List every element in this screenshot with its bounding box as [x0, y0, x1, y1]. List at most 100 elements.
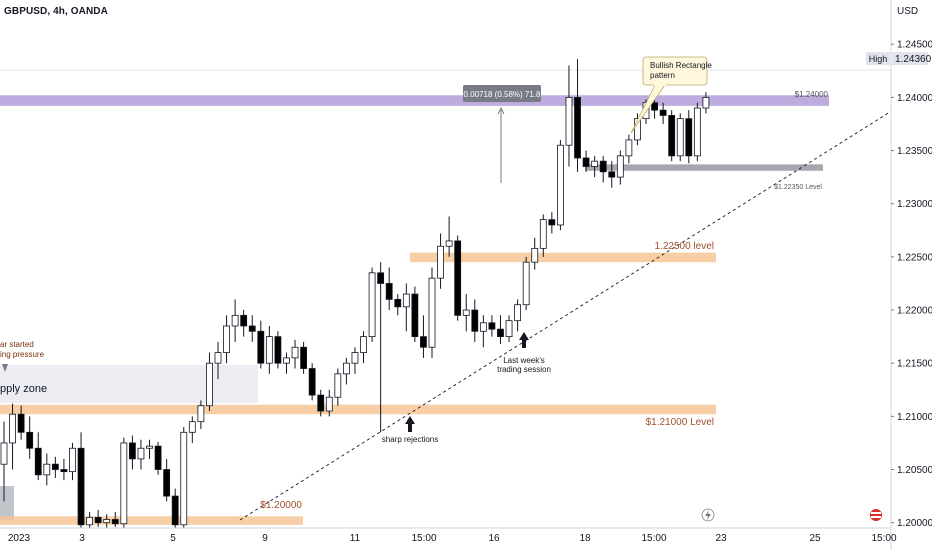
candle[interactable] — [659, 109, 667, 116]
candle[interactable] — [342, 362, 350, 375]
candle[interactable] — [428, 277, 436, 348]
candle[interactable] — [325, 396, 333, 412]
candle[interactable] — [43, 463, 51, 476]
candle[interactable] — [531, 247, 539, 263]
candle[interactable] — [445, 240, 453, 247]
x-tick-label: 11 — [350, 533, 361, 544]
candle[interactable] — [616, 155, 624, 178]
candle[interactable] — [26, 431, 34, 449]
left-grey-block — [0, 486, 14, 520]
candle[interactable] — [488, 322, 496, 330]
currency-label[interactable]: USD — [897, 6, 919, 17]
candle[interactable] — [248, 325, 256, 332]
measure-label: 0.00718 (0.58%) 71.8 — [464, 90, 541, 99]
candle[interactable] — [685, 118, 693, 157]
candle[interactable] — [274, 336, 282, 364]
candle[interactable] — [634, 118, 641, 141]
candle[interactable] — [599, 160, 607, 173]
callout-line2: pattern — [650, 71, 675, 80]
candle[interactable] — [223, 325, 230, 353]
flag-icon[interactable] — [870, 509, 882, 521]
candle[interactable] — [351, 352, 359, 364]
candle[interactable] — [197, 405, 205, 423]
candle[interactable] — [283, 357, 290, 364]
candle[interactable] — [94, 516, 102, 524]
candle[interactable] — [188, 421, 196, 433]
candle[interactable] — [9, 413, 16, 444]
candle[interactable] — [394, 298, 402, 308]
candle[interactable] — [154, 445, 162, 470]
y-tick-label: 1.21000 — [897, 412, 932, 423]
candle[interactable] — [368, 272, 376, 338]
candle[interactable] — [385, 283, 393, 300]
candle[interactable] — [565, 96, 573, 146]
candle[interactable] — [86, 516, 93, 526]
candle[interactable] — [625, 139, 633, 157]
candle[interactable] — [334, 373, 342, 398]
candles-layer[interactable] — [0, 59, 710, 528]
candle[interactable] — [522, 261, 530, 306]
candle[interactable] — [69, 447, 76, 473]
grey-122350-zone — [585, 164, 823, 171]
symbol-title[interactable]: GBPUSD, 4h, OANDA — [4, 6, 108, 17]
candle[interactable] — [171, 495, 179, 526]
candle[interactable] — [317, 394, 325, 412]
candle[interactable] — [17, 413, 25, 433]
candle[interactable] — [693, 107, 701, 157]
candle[interactable] — [411, 293, 419, 338]
zone-label-122350: $1.22350 Level — [774, 184, 822, 191]
candle[interactable] — [608, 171, 616, 178]
candle[interactable] — [137, 447, 145, 460]
high-price-badge[interactable] — [892, 52, 928, 66]
candle[interactable] — [60, 469, 68, 473]
candle[interactable] — [34, 447, 42, 476]
candle[interactable] — [206, 362, 213, 407]
candle[interactable] — [514, 304, 521, 322]
high-badge[interactable] — [866, 52, 890, 66]
candle[interactable] — [300, 346, 308, 369]
candle[interactable] — [497, 328, 504, 338]
candle[interactable] — [668, 115, 676, 157]
candle[interactable] — [651, 102, 658, 111]
candle[interactable] — [257, 330, 265, 364]
candle[interactable] — [180, 431, 188, 526]
candle[interactable] — [591, 160, 599, 167]
candle[interactable] — [557, 144, 564, 226]
candle[interactable] — [471, 309, 479, 332]
candle[interactable] — [702, 96, 710, 109]
candle[interactable] — [454, 240, 462, 316]
candle[interactable] — [291, 346, 299, 359]
candle[interactable] — [0, 442, 8, 465]
candle[interactable] — [163, 469, 171, 497]
candle[interactable] — [505, 320, 513, 338]
candle[interactable] — [462, 309, 470, 316]
candle[interactable] — [574, 96, 581, 159]
candle[interactable] — [51, 463, 59, 470]
candle[interactable] — [265, 336, 273, 364]
candle[interactable] — [146, 445, 153, 449]
candle[interactable] — [231, 314, 239, 327]
candle[interactable] — [437, 245, 444, 279]
x-tick-label: 16 — [488, 533, 500, 544]
candle[interactable] — [420, 336, 427, 348]
measure-box — [463, 85, 541, 102]
candle[interactable] — [539, 219, 547, 249]
candle[interactable] — [377, 272, 385, 284]
candle[interactable] — [128, 442, 136, 460]
candle[interactable] — [240, 314, 248, 327]
candle[interactable] — [402, 293, 410, 308]
candle[interactable] — [214, 352, 222, 364]
candle[interactable] — [308, 368, 316, 396]
candle[interactable] — [479, 322, 487, 332]
candle[interactable] — [120, 442, 128, 525]
y-tick-label: 1.21500 — [897, 359, 932, 370]
candle[interactable] — [111, 519, 119, 525]
candle[interactable] — [77, 447, 85, 526]
candle[interactable] — [103, 519, 111, 524]
candle[interactable] — [676, 118, 684, 157]
candle[interactable] — [582, 157, 590, 167]
candle[interactable] — [360, 336, 367, 353]
candle[interactable] — [548, 219, 556, 226]
